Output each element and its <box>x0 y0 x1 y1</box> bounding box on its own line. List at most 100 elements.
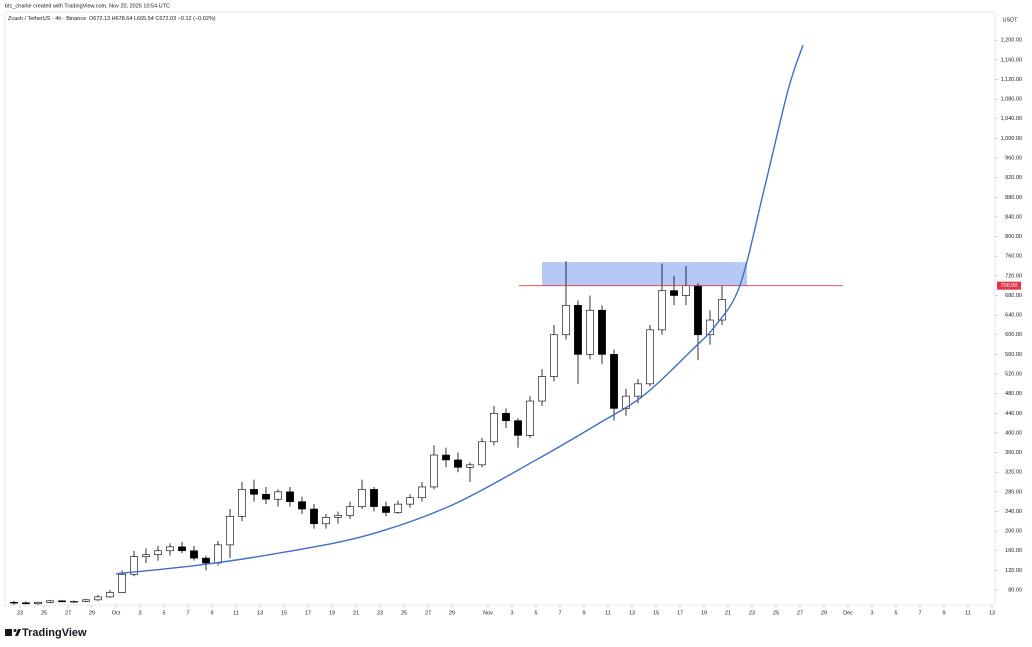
y-tick-label: 280.00 <box>1005 489 1022 495</box>
candle-body <box>154 550 162 555</box>
x-tick-label: 19 <box>701 610 707 616</box>
x-tick-label: 5 <box>534 610 537 616</box>
x-tick-label: 23 <box>749 610 755 616</box>
candle-body <box>454 459 462 468</box>
candle-body <box>94 596 102 601</box>
candle-body <box>334 515 342 518</box>
x-tick-label: 9 <box>582 610 585 616</box>
candle-body <box>310 508 318 525</box>
candle-body <box>382 506 390 513</box>
candle-body <box>634 383 642 397</box>
candle-body <box>82 599 90 602</box>
x-tick-label: 17 <box>305 610 311 616</box>
y-tick-label: 880.00 <box>1005 195 1022 201</box>
y-tick-label: 1,040.00 <box>1001 116 1022 122</box>
candle-body <box>58 600 66 603</box>
x-tick-label: 7 <box>186 610 189 616</box>
x-tick-label: 7 <box>918 610 921 616</box>
x-tick-label: Oct <box>112 610 121 616</box>
candle-body <box>574 305 582 355</box>
x-tick-label: 23 <box>377 610 383 616</box>
x-tick-label: 27 <box>65 610 71 616</box>
y-tick-label: 840.00 <box>1005 214 1022 220</box>
y-tick-label: 400.00 <box>1005 430 1022 436</box>
candle-body <box>550 334 558 377</box>
x-tick-label: 9 <box>210 610 213 616</box>
x-tick-label: 11 <box>233 610 239 616</box>
candle-body <box>106 592 114 598</box>
candle-body <box>658 290 666 331</box>
ohlc: O672.13 H678.64 L665.54 C672.03 −0.12 (−… <box>89 16 216 22</box>
y-tick-label: 320.00 <box>1005 470 1022 476</box>
y-tick-label: 920.00 <box>1005 175 1022 181</box>
candle-body <box>466 464 474 468</box>
candle-body <box>478 441 486 466</box>
candle-body <box>130 556 138 575</box>
candle-body <box>118 574 126 593</box>
y-tick-label: 160.00 <box>1005 548 1022 554</box>
candle-body <box>670 290 678 296</box>
candle-body <box>694 285 702 336</box>
y-tick-label: 360.00 <box>1005 450 1022 456</box>
level-price-label: 700.00 <box>1001 283 1018 289</box>
x-tick-label: 13 <box>629 610 635 616</box>
candle-body <box>514 420 522 436</box>
candle-body <box>274 491 282 500</box>
candle-body <box>538 376 546 402</box>
candle-body <box>22 602 30 605</box>
x-tick-label: Dec <box>843 610 853 616</box>
candle-body <box>190 550 198 559</box>
x-tick-label: 21 <box>353 610 359 616</box>
logo-mark <box>5 629 21 636</box>
y-tick-label: 440.00 <box>1005 411 1022 417</box>
x-tick-label: Nov <box>483 610 493 616</box>
logo-text: TradingView <box>22 627 87 639</box>
candle-body <box>646 329 654 385</box>
trend-curve <box>115 44 804 575</box>
x-tick-label: 3 <box>138 610 141 616</box>
y-tick-label: 1,160.00 <box>1001 57 1022 63</box>
candle-body <box>370 489 378 507</box>
y-tick-label: 600.00 <box>1005 332 1022 338</box>
candle-body <box>346 506 354 516</box>
x-tick-label: 25 <box>401 610 407 616</box>
y-tick-label: 480.00 <box>1005 391 1022 397</box>
resistance-zone <box>542 262 747 286</box>
x-tick-label: 17 <box>677 610 683 616</box>
x-tick-label: 25 <box>773 610 779 616</box>
candle-body <box>262 494 270 500</box>
x-tick-label: 11 <box>965 610 971 616</box>
candle-body <box>178 546 186 552</box>
x-tick-label: 7 <box>558 610 561 616</box>
candle-body <box>622 395 630 409</box>
candle-body <box>70 601 78 603</box>
candle-body <box>10 602 18 604</box>
x-tick-label: 11 <box>605 610 611 616</box>
candle-body <box>46 600 54 603</box>
candle-body <box>298 501 306 510</box>
x-tick-label: 21 <box>725 610 731 616</box>
x-tick-label: 29 <box>89 610 95 616</box>
y-tick-label: 80.00 <box>1008 587 1022 593</box>
candle-body <box>502 413 510 421</box>
x-tick-label: 23 <box>17 610 23 616</box>
y-tick-label: 640.00 <box>1005 313 1022 319</box>
candle-body <box>406 497 414 505</box>
candle-body <box>166 546 174 552</box>
candle-body <box>394 503 402 513</box>
candle-body <box>322 517 330 525</box>
candle-body <box>718 299 726 321</box>
x-tick-label: 29 <box>821 610 827 616</box>
x-tick-label: 3 <box>510 610 513 616</box>
y-tick-label: 200.00 <box>1005 529 1022 535</box>
y-tick-label: 1,120.00 <box>1001 77 1022 83</box>
y-tick-label: 1,080.00 <box>1001 97 1022 103</box>
y-tick-label: 120.00 <box>1005 568 1022 574</box>
symbol: Zcash / TetherUS · 4h · Binance <box>8 16 86 22</box>
candle-body <box>286 491 294 502</box>
y-tick-label: 720.00 <box>1005 273 1022 279</box>
candle-body <box>34 602 42 605</box>
x-tick-label: 27 <box>425 610 431 616</box>
x-tick-label: 29 <box>449 610 455 616</box>
